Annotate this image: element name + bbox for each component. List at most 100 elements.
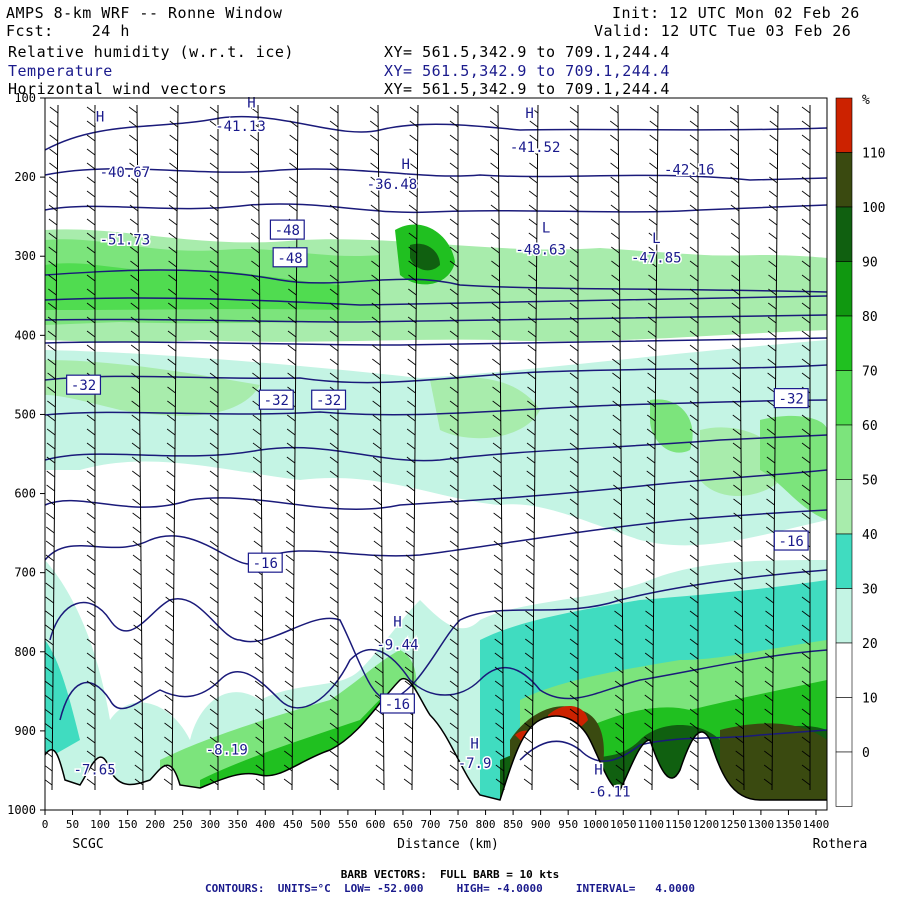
wind-barb-flag: [569, 680, 579, 688]
wind-barb-flag: [408, 232, 418, 240]
wind-barb-flag: [689, 316, 699, 324]
wind-barb-flag: [765, 624, 774, 632]
wind-barb-flag: [801, 596, 811, 604]
wind-barb-flag: [525, 610, 534, 618]
wind-barb-shaft: [411, 104, 419, 791]
wind-barb-flag: [766, 470, 775, 478]
field-temperature-label: Temperature: [8, 62, 113, 80]
wind-barb-flag: [493, 470, 502, 478]
wind-barb-flag: [130, 302, 140, 310]
wind-barb-flag: [495, 708, 504, 716]
wind-barb-flag: [647, 372, 656, 380]
wind-barb-flag: [132, 540, 142, 548]
temp-extremum-label: -42.16: [664, 163, 715, 179]
wind-barb-flag: [132, 498, 141, 506]
wind-barb-flag: [86, 400, 96, 408]
wind-barb-flag: [286, 512, 295, 520]
wind-barb-flag: [408, 190, 418, 198]
wind-barb-flag: [47, 330, 57, 338]
wind-barb-flag: [525, 624, 534, 632]
wind-barb-flag: [735, 736, 744, 744]
station-left: SCGC: [72, 837, 103, 852]
wind-barb-shaft: [171, 104, 179, 791]
wind-barb-flag: [167, 358, 176, 366]
wind-barb-flag: [734, 596, 743, 604]
wind-barb-flag: [406, 470, 415, 478]
wind-barb-flag: [689, 442, 699, 450]
wind-barb-flag: [371, 274, 380, 282]
wind-barb-flag: [801, 778, 811, 786]
wind-barb-flag: [610, 204, 620, 212]
wind-barb-flag: [209, 764, 219, 772]
wind-barb-flag: [131, 414, 141, 422]
wind-barb-flag: [614, 666, 624, 674]
wind-barb-flag: [86, 722, 96, 730]
wind-barb-flag: [250, 134, 259, 142]
wind-barb-flag: [285, 610, 294, 618]
wind-barb-flag: [209, 386, 219, 394]
wind-barb-flag: [133, 694, 143, 702]
wind-barb-flag: [288, 190, 298, 198]
wind-barb-flag: [209, 778, 219, 786]
wind-barb-flag: [132, 582, 142, 590]
wind-barb-flag: [493, 554, 503, 562]
wind-barb-flag: [375, 778, 385, 786]
wind-barb-flag: [689, 232, 699, 240]
footer-contour-note: CONTOURS: UNITS=°C LOW= -52.000 HIGH= -4…: [204, 882, 696, 895]
wind-barb-flag: [689, 540, 699, 548]
wind-barb-flag: [45, 722, 53, 730]
wind-barb-flag: [528, 260, 537, 268]
wind-barb-flag: [491, 344, 501, 352]
wind-barb-flag: [209, 666, 219, 674]
wind-barb-flag: [372, 456, 382, 464]
wind-barb-flag: [735, 750, 744, 758]
wind-barb-flag: [131, 400, 140, 408]
wind-barb-flag: [286, 498, 295, 506]
wind-barb-flag: [449, 148, 459, 156]
wind-barb-flag: [329, 358, 339, 366]
wind-barb-flag: [449, 582, 459, 590]
contour-label-box: [379, 693, 415, 714]
wind-barb-flag: [329, 512, 339, 520]
wind-barb-flag: [644, 722, 653, 730]
wind-barb-flag: [45, 610, 54, 618]
wind-barb-flag: [569, 638, 579, 646]
wind-barb-flag: [611, 274, 620, 282]
wind-barb-flag: [689, 694, 699, 702]
wind-barb-flag: [449, 428, 459, 436]
wind-barb-flag: [209, 288, 219, 296]
colorbar-swatch: [835, 424, 853, 480]
wind-barb-flag: [86, 764, 96, 772]
wind-barb-flag: [644, 652, 654, 660]
wind-barb-flag: [86, 638, 96, 646]
isotherm-neg12: [49, 569, 827, 701]
wind-barb-flag: [528, 190, 538, 198]
x-tick-label: 750: [448, 818, 468, 831]
x-tick-label: 800: [476, 818, 496, 831]
wind-barb-flag: [372, 442, 382, 450]
wind-barb-flag: [801, 456, 811, 464]
wind-barb-flag: [286, 484, 295, 492]
wind-barb-flag: [404, 680, 414, 688]
wind-barb-flag: [168, 232, 178, 240]
wind-barb-flag: [524, 666, 534, 674]
wind-barb-flag: [494, 652, 504, 660]
wind-barb-flag: [569, 554, 579, 562]
wind-barb-flag: [449, 246, 459, 254]
wind-barb-flag: [490, 204, 500, 212]
wind-barb-flag: [45, 708, 53, 716]
x-tick-label: 1050: [610, 818, 637, 831]
wind-barb-flag: [449, 484, 459, 492]
wind-barb-flag: [254, 624, 263, 632]
wind-barb-flag: [48, 232, 58, 240]
wind-barb-flag: [128, 120, 138, 128]
wind-barb-flag: [689, 638, 699, 646]
wind-barb-flag: [801, 414, 811, 422]
wind-barb-shaft: [136, 104, 144, 791]
wind-barb-flag: [449, 204, 459, 212]
wind-barb-flag: [648, 288, 657, 296]
wind-barb-flag: [523, 778, 533, 786]
wind-barb-flag: [131, 372, 140, 380]
wind-barb-flag: [767, 316, 777, 324]
wind-barb-flag: [169, 106, 179, 114]
